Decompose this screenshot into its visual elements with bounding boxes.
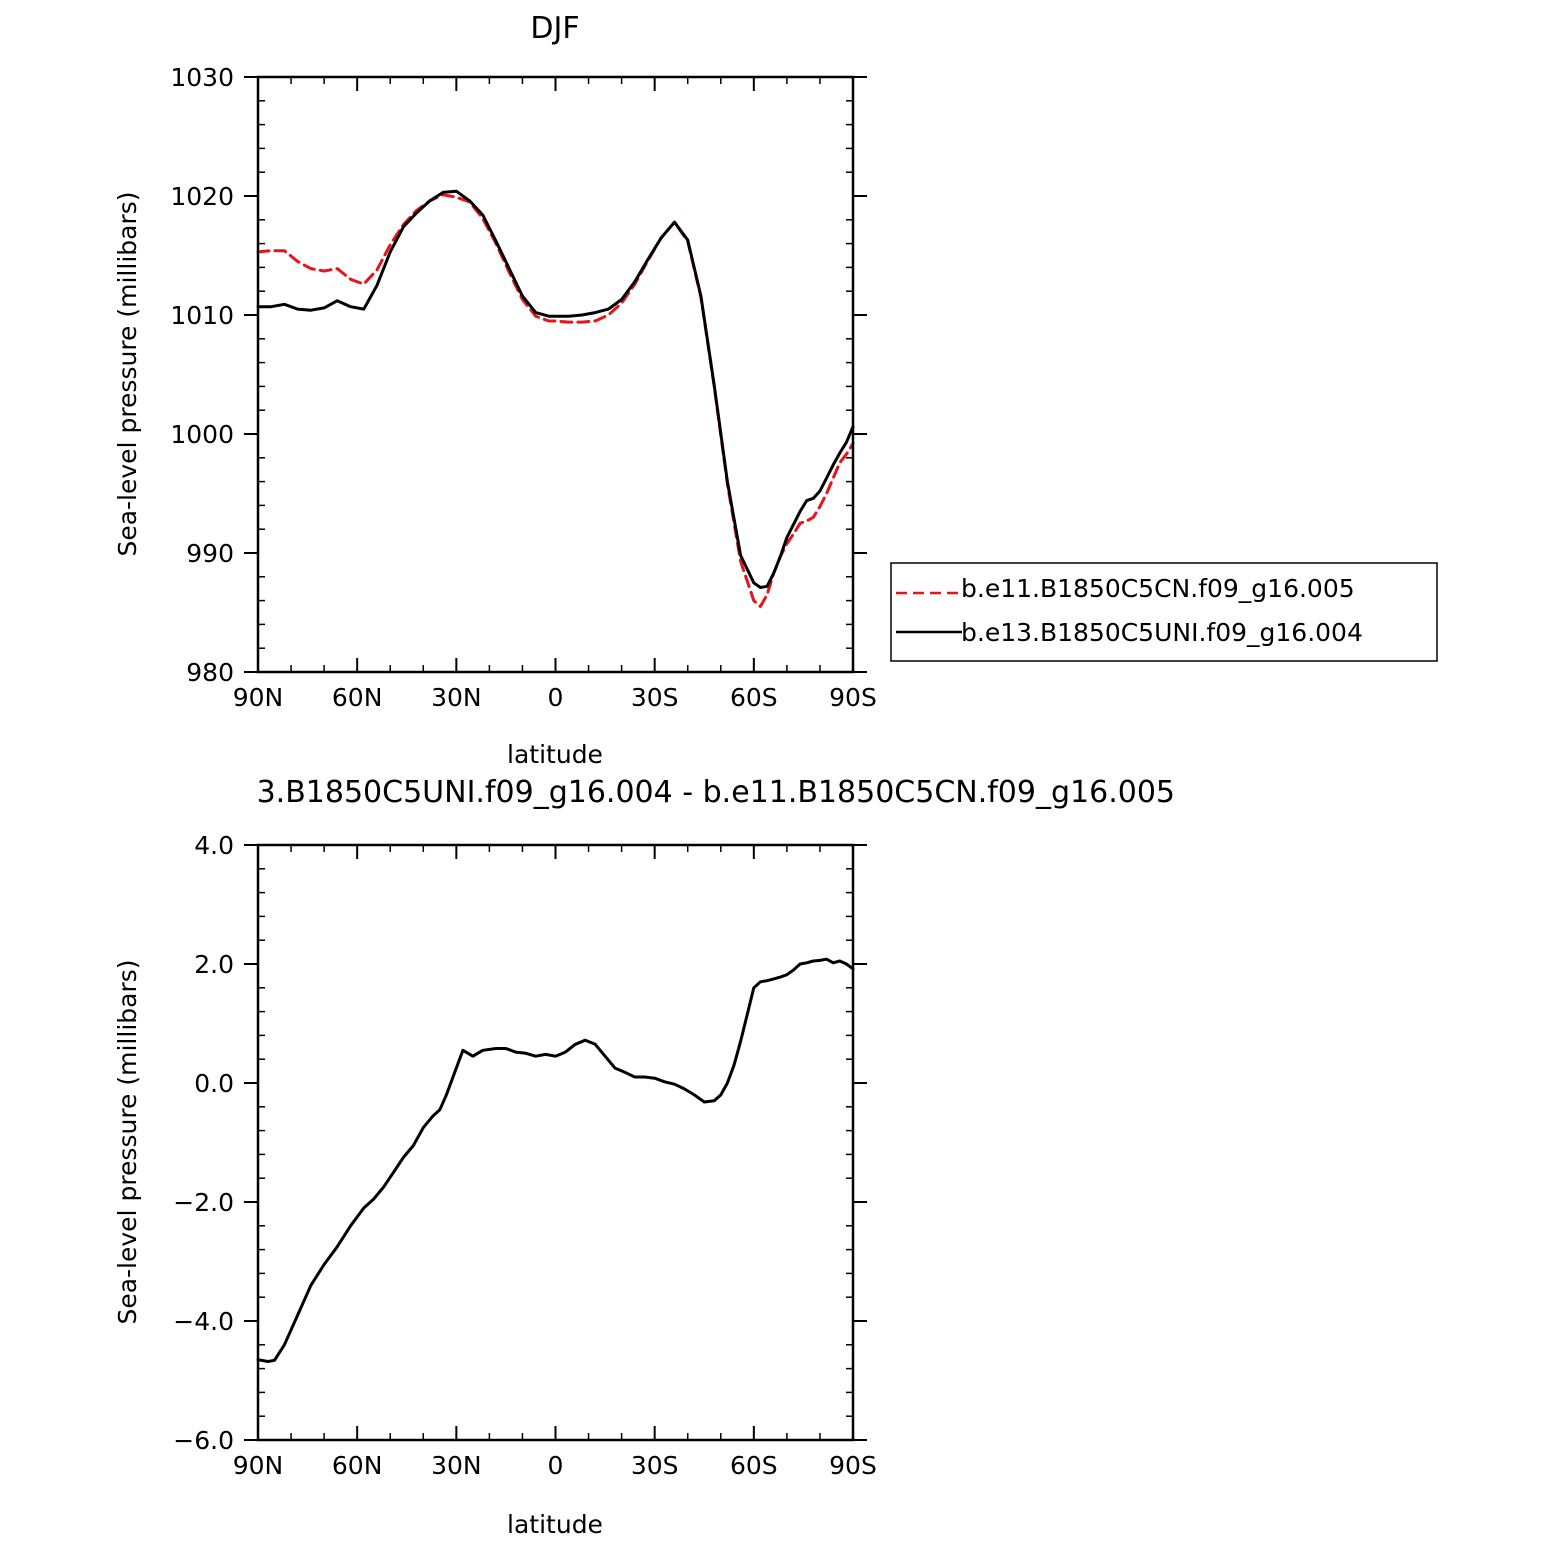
top-chart-x-tick-label: 90N <box>233 683 284 712</box>
top-chart-plot-frame <box>256 75 855 674</box>
bottom-chart-series-1-line <box>256 957 855 1363</box>
top-chart-x-tick-label: 30S <box>631 683 679 712</box>
top-chart-x-tick-label: 30N <box>431 683 482 712</box>
top-chart-ylabel: Sea-level pressure (millibars) <box>113 191 142 556</box>
bottom-chart-xlabel: latitude <box>507 1510 603 1539</box>
legend-label-series-2: b.e13.B1850C5UNI.f09_g16.004 <box>961 618 1363 647</box>
top-chart-xlabel: latitude <box>507 740 603 769</box>
top-chart-x-tick-label: 90S <box>829 683 877 712</box>
bottom-chart-x-tick-label: 0 <box>548 1451 564 1480</box>
top-chart-x-tick-label: 60N <box>332 683 383 712</box>
top-chart-series-1-line <box>256 193 855 608</box>
top-chart-marks <box>256 189 855 608</box>
top-chart-title: DJF <box>530 11 579 46</box>
top-chart-y-tick-label: 980 <box>186 658 234 687</box>
bottom-chart-y-tick-label: 4.0 <box>194 831 234 860</box>
top-chart-y-tick-label: 1020 <box>170 182 234 211</box>
bottom-chart-y-tick-label: −2.0 <box>173 1188 234 1217</box>
bottom-chart-x-tick-label: 90S <box>829 1451 877 1480</box>
bottom-chart-x-tick-label: 30S <box>631 1451 679 1480</box>
bottom-chart-y-tick-label: −6.0 <box>173 1426 234 1455</box>
top-chart-y-tick-label: 1030 <box>170 63 234 92</box>
bottom-chart-y-tick-label: 0.0 <box>194 1069 234 1098</box>
bottom-chart-x-tick-label: 90N <box>233 1451 284 1480</box>
top-chart-y-tick-label: 1000 <box>170 420 234 449</box>
bottom-chart-ylabel: Sea-level pressure (millibars) <box>113 959 142 1324</box>
bottom-chart-plot-frame <box>256 843 855 1442</box>
bottom-chart-x-tick-label: 60S <box>730 1451 778 1480</box>
top-chart-ticks: 90N 60N 30N 0 30S 60S 90S 1030 1020 1010 1000 990 98… <box>170 63 876 712</box>
bottom-chart-title: 3.B1850C5UNI.f09_g16.004 - b.e11.B1850C5… <box>257 775 1175 810</box>
bottom-chart: 3.B1850C5UNI.f09_g16.004 - b.e11.B1850C5… <box>113 775 1175 1539</box>
top-chart: DJF 90N 60N 30N 0 30S 60S 90S10301020101010009… <box>113 11 877 769</box>
top-chart-y-tick-label: 1010 <box>170 301 234 330</box>
top-chart-legend: b.e11.B1850C5CN.f09_g16.005 b.e13.B1850C… <box>890 562 1438 662</box>
bottom-chart-marks <box>256 957 855 1363</box>
bottom-chart-ticks: 90N 60N 30N 0 30S 60S 90S 4.0 2.0 0.0 −2.0 −4.0 −6.0 <box>173 831 877 1480</box>
top-chart-y-tick-label: 990 <box>186 539 234 568</box>
legend-box <box>890 562 1438 662</box>
bottom-chart-x-tick-label: 60N <box>332 1451 383 1480</box>
top-chart-x-tick-label: 0 <box>548 683 564 712</box>
bottom-chart-x-tick-label: 30N <box>431 1451 482 1480</box>
top-chart-series-2-line <box>256 189 855 589</box>
top-chart-x-tick-label: 60S <box>730 683 778 712</box>
bottom-chart-y-tick-label: −4.0 <box>173 1307 234 1336</box>
legend-label-series-1: b.e11.B1850C5CN.f09_g16.005 <box>961 574 1355 603</box>
bottom-chart-y-tick-label: 2.0 <box>194 950 234 979</box>
